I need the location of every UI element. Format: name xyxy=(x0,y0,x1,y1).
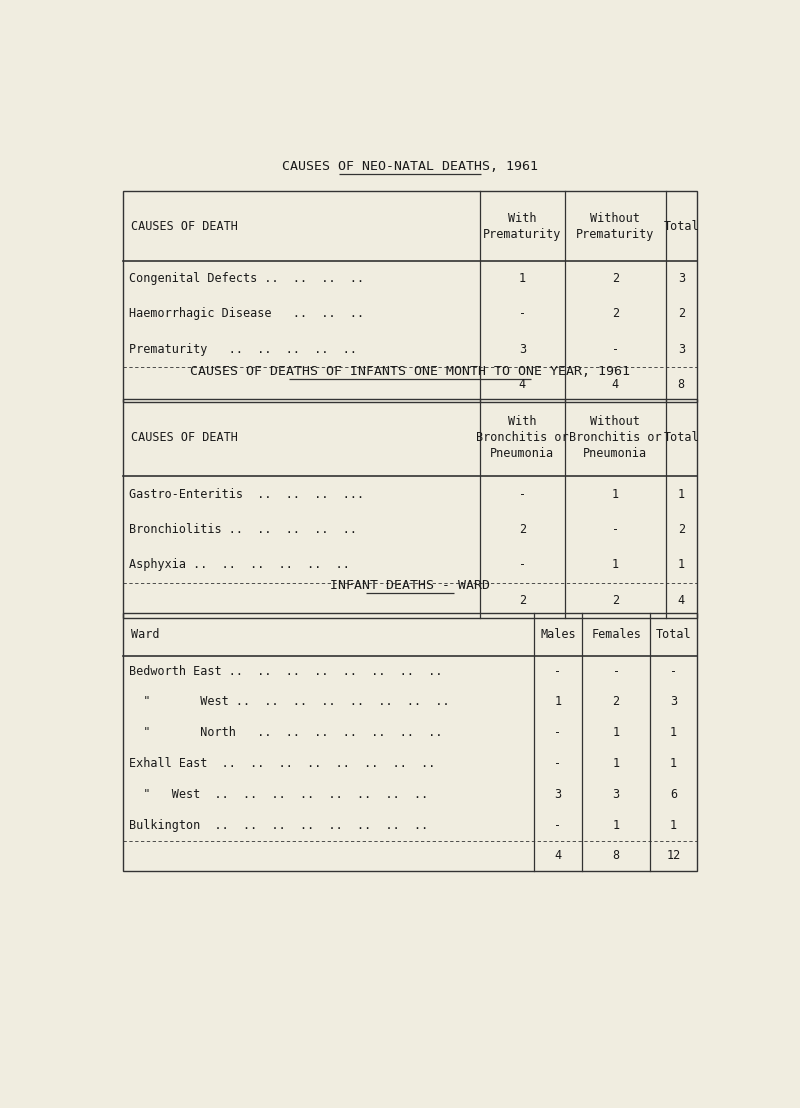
Text: -: - xyxy=(613,665,620,678)
Text: 2: 2 xyxy=(519,523,526,536)
Text: "   West  ..  ..  ..  ..  ..  ..  ..  ..: " West .. .. .. .. .. .. .. .. xyxy=(130,788,429,801)
Text: 4: 4 xyxy=(554,850,562,862)
Text: Bedworth East ..  ..  ..  ..  ..  ..  ..  ..: Bedworth East .. .. .. .. .. .. .. .. xyxy=(130,665,443,678)
Text: Total: Total xyxy=(656,628,691,642)
Text: 3: 3 xyxy=(678,271,685,285)
Text: Females: Females xyxy=(591,628,641,642)
Text: 2: 2 xyxy=(678,523,685,536)
Text: CAUSES OF DEATHS OF INFANTS ONE MONTH TO ONE YEAR, 1961: CAUSES OF DEATHS OF INFANTS ONE MONTH TO… xyxy=(190,365,630,378)
Text: 3: 3 xyxy=(678,342,685,356)
Text: 1: 1 xyxy=(670,726,677,739)
Text: 12: 12 xyxy=(666,850,681,862)
Text: 2: 2 xyxy=(613,696,620,708)
Text: 4: 4 xyxy=(678,594,685,607)
Text: 1: 1 xyxy=(519,271,526,285)
Text: Total: Total xyxy=(663,431,699,444)
Text: "       North   ..  ..  ..  ..  ..  ..  ..: " North .. .. .. .. .. .. .. xyxy=(130,726,443,739)
Text: Prematurity   ..  ..  ..  ..  ..: Prematurity .. .. .. .. .. xyxy=(130,342,358,356)
Text: -: - xyxy=(612,342,619,356)
Text: 1: 1 xyxy=(613,726,620,739)
Text: -: - xyxy=(554,819,562,832)
Text: Bulkington  ..  ..  ..  ..  ..  ..  ..  ..: Bulkington .. .. .. .. .. .. .. .. xyxy=(130,819,429,832)
Bar xyxy=(123,399,697,618)
Text: 3: 3 xyxy=(613,788,620,801)
Text: 1: 1 xyxy=(670,819,677,832)
Text: With
Bronchitis or
Pneumonia: With Bronchitis or Pneumonia xyxy=(476,416,569,461)
Text: "       West ..  ..  ..  ..  ..  ..  ..  ..: " West .. .. .. .. .. .. .. .. xyxy=(130,696,450,708)
Text: 8: 8 xyxy=(613,850,620,862)
Text: -: - xyxy=(554,665,562,678)
Text: With
Prematurity: With Prematurity xyxy=(483,212,562,240)
Text: CAUSES OF DEATH: CAUSES OF DEATH xyxy=(131,431,238,444)
Text: -: - xyxy=(612,523,619,536)
Text: 2: 2 xyxy=(678,307,685,320)
Text: 1: 1 xyxy=(612,488,619,501)
Text: CAUSES OF DEATH: CAUSES OF DEATH xyxy=(131,219,238,233)
Bar xyxy=(123,192,697,402)
Text: 2: 2 xyxy=(612,271,619,285)
Text: 1: 1 xyxy=(613,757,620,770)
Text: Bronchiolitis ..  ..  ..  ..  ..: Bronchiolitis .. .. .. .. .. xyxy=(130,523,358,536)
Text: 6: 6 xyxy=(670,788,677,801)
Text: -: - xyxy=(519,488,526,501)
Text: Without
Prematurity: Without Prematurity xyxy=(576,212,654,240)
Text: 1: 1 xyxy=(678,488,685,501)
Text: -: - xyxy=(670,665,677,678)
Text: Congenital Defects ..  ..  ..  ..: Congenital Defects .. .. .. .. xyxy=(130,271,365,285)
Text: Haemorrhagic Disease   ..  ..  ..: Haemorrhagic Disease .. .. .. xyxy=(130,307,365,320)
Text: -: - xyxy=(554,757,562,770)
Text: -: - xyxy=(554,726,562,739)
Text: Total: Total xyxy=(663,219,699,233)
Bar xyxy=(123,614,697,871)
Text: Exhall East  ..  ..  ..  ..  ..  ..  ..  ..: Exhall East .. .. .. .. .. .. .. .. xyxy=(130,757,436,770)
Text: 2: 2 xyxy=(612,594,619,607)
Text: 1: 1 xyxy=(613,819,620,832)
Text: 1: 1 xyxy=(554,696,562,708)
Text: Ward: Ward xyxy=(131,628,159,642)
Text: 2: 2 xyxy=(519,594,526,607)
Text: Males: Males xyxy=(540,628,576,642)
Text: 2: 2 xyxy=(612,307,619,320)
Text: 4: 4 xyxy=(612,378,619,391)
Text: 3: 3 xyxy=(554,788,562,801)
Text: 1: 1 xyxy=(670,757,677,770)
Text: -: - xyxy=(519,307,526,320)
Text: CAUSES OF NEO-NATAL DEATHS, 1961: CAUSES OF NEO-NATAL DEATHS, 1961 xyxy=(282,160,538,173)
Text: 1: 1 xyxy=(612,558,619,572)
Text: 1: 1 xyxy=(678,558,685,572)
Text: 3: 3 xyxy=(519,342,526,356)
Text: Without
Bronchitis or
Pneumonia: Without Bronchitis or Pneumonia xyxy=(569,416,662,461)
Text: 4: 4 xyxy=(519,378,526,391)
Text: Gastro-Enteritis  ..  ..  ..  ...: Gastro-Enteritis .. .. .. ... xyxy=(130,488,365,501)
Text: 8: 8 xyxy=(678,378,685,391)
Text: Asphyxia ..  ..  ..  ..  ..  ..: Asphyxia .. .. .. .. .. .. xyxy=(130,558,350,572)
Text: INFANT DEATHS - WARD: INFANT DEATHS - WARD xyxy=(330,578,490,592)
Text: -: - xyxy=(519,558,526,572)
Text: 3: 3 xyxy=(670,696,677,708)
